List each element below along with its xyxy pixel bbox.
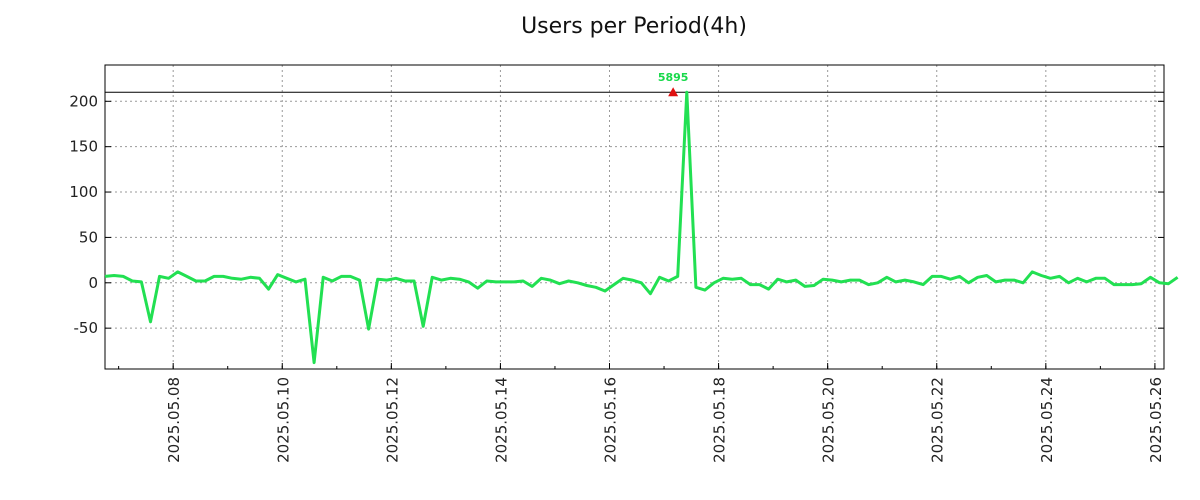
x-axis: 2025.05.08 2025.05.10 2025.05.12 2025.05.14… — [118, 363, 1165, 463]
y-tick-label: 50 — [79, 228, 98, 246]
annotation-label: 5895 — [658, 71, 689, 84]
series-layer — [104, 90, 1179, 365]
series-line — [104, 90, 1179, 365]
x-tick-label: 2025.05.16 — [602, 377, 620, 463]
y-tick-label: -50 — [74, 319, 99, 337]
chart-title: Users per Period(4h) — [521, 14, 747, 39]
annotation-layer: 5895 — [658, 71, 689, 97]
x-tick-label: 2025.05.10 — [274, 377, 292, 463]
y-tick-label: 150 — [69, 138, 98, 156]
grid — [105, 65, 1164, 369]
plot-frame — [104, 64, 1165, 370]
y-tick-label: 200 — [69, 92, 98, 110]
x-tick-label: 2025.05.08 — [165, 377, 183, 463]
y-tick-label: 0 — [88, 274, 98, 292]
y-tick-label: 100 — [69, 183, 98, 201]
x-tick-label: 2025.05.20 — [820, 377, 838, 463]
x-tick-label: 2025.05.18 — [711, 377, 729, 463]
x-tick-label: 2025.05.14 — [492, 377, 510, 463]
x-tick-label: 2025.05.26 — [1147, 377, 1165, 463]
x-tick-label: 2025.05.24 — [1038, 377, 1056, 463]
y-axis: -50 0 50 100 150 200 — [69, 92, 1164, 337]
annotation-marker — [668, 87, 679, 97]
x-tick-label: 2025.05.12 — [383, 377, 401, 463]
x-tick-label: 2025.05.22 — [929, 377, 947, 463]
